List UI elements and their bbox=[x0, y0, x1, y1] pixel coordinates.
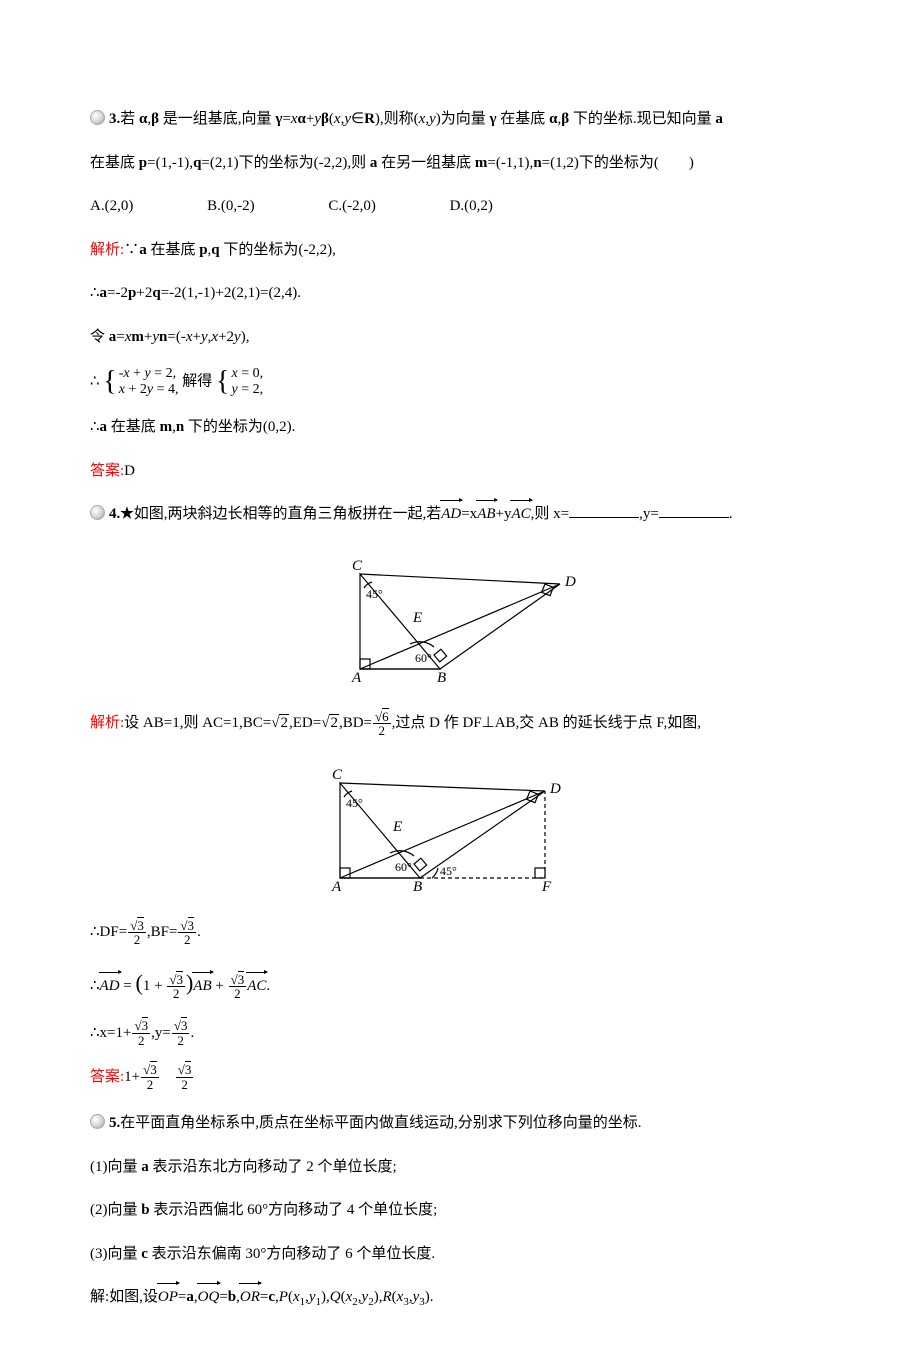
brace-1: {-x + y = 2,x + 2y = 4, bbox=[103, 366, 178, 398]
q4-df: ∴DF=√32,BF=√32. bbox=[90, 918, 830, 947]
q5-p3: (3)向量 c 表示沿东偏南 30°方向移动了 6 个单位长度. bbox=[90, 1240, 830, 1269]
vec-AC: AC bbox=[511, 500, 530, 529]
choice-d[interactable]: D.(0,2) bbox=[450, 192, 493, 221]
blank-x[interactable] bbox=[569, 504, 639, 519]
q4-stem: 4.★如图,两块斜边长相等的直角三角板拼在一起,若AD=xAB+yAC,则 x=… bbox=[90, 500, 830, 529]
svg-text:C: C bbox=[332, 767, 343, 783]
q3-answer: 答案:D bbox=[90, 457, 830, 486]
sol-label: 解析: bbox=[90, 242, 124, 258]
q3-stem1: 若 α,β 是一组基底,向量 γ=xα+yβ(x,y∈R),则称(x,y)为向量… bbox=[120, 111, 723, 127]
q4: 4.★如图,两块斜边长相等的直角三角板拼在一起,若AD=xAB+yAC,则 x=… bbox=[90, 500, 830, 1091]
svg-text:C: C bbox=[352, 558, 363, 574]
choice-a[interactable]: A.(2,0) bbox=[90, 192, 133, 221]
svg-text:E: E bbox=[412, 610, 422, 626]
q3-sol3: 令 a=xm+yn=(-x+y,x+2y), bbox=[90, 323, 830, 352]
q3-number: 3. bbox=[109, 111, 120, 127]
q3-stem-line2: 在基底 p=(1,-1),q=(2,1)下的坐标为(-2,2),则 a 在另一组… bbox=[90, 149, 830, 178]
choice-c[interactable]: C.(-2,0) bbox=[328, 192, 376, 221]
svg-text:D: D bbox=[564, 574, 576, 590]
q3-sol5: ∴a 在基底 m,n 下的坐标为(0,2). bbox=[90, 413, 830, 442]
svg-text:45°: 45° bbox=[366, 587, 383, 601]
q5-number: 5. bbox=[109, 1115, 120, 1131]
q4-answer: 答案:1+√32 √32 bbox=[90, 1063, 830, 1092]
svg-text:60°: 60° bbox=[415, 651, 432, 665]
svg-text:D: D bbox=[549, 781, 561, 797]
q5-stem-text: 在平面直角坐标系中,质点在坐标平面内做直线运动,分别求下列位移向量的坐标. bbox=[120, 1115, 641, 1131]
q3-choices: A.(2,0) B.(0,-2) C.(-2,0) D.(0,2) bbox=[90, 192, 830, 221]
q3: 3.若 α,β 是一组基底,向量 γ=xα+yβ(x,y∈R),则称(x,y)为… bbox=[90, 105, 830, 485]
q3-system: ∴ {-x + y = 2,x + 2y = 4, 解得 {x = 0,y = … bbox=[90, 366, 830, 398]
svg-text:E: E bbox=[392, 819, 402, 835]
svg-text:A: A bbox=[331, 879, 342, 893]
q5: 5.在平面直角坐标系中,质点在坐标平面内做直线运动,分别求下列位移向量的坐标. … bbox=[90, 1109, 830, 1313]
svg-text:45°: 45° bbox=[440, 864, 457, 878]
q4-figure1: A B C D E 45° 60° bbox=[90, 544, 830, 695]
bullet-icon bbox=[90, 505, 105, 520]
q4-sol1: 解析:设 AB=1,则 AC=1,BC=√2,ED=√2,BD=√62,过点 D… bbox=[90, 709, 830, 738]
q5-stem: 5.在平面直角坐标系中,质点在坐标平面内做直线运动,分别求下列位移向量的坐标. bbox=[90, 1109, 830, 1138]
vec-AD: AD bbox=[441, 500, 461, 529]
ans-label: 答案: bbox=[90, 1069, 124, 1085]
sol-label: 解析: bbox=[90, 715, 124, 731]
svg-text:F: F bbox=[541, 879, 552, 893]
q4-figure2: A B C D E F 45° 60° 45° bbox=[90, 753, 830, 904]
q3-stem-line1: 3.若 α,β 是一组基底,向量 γ=xα+yβ(x,y∈R),则称(x,y)为… bbox=[90, 105, 830, 134]
q4-ad-eq: ∴AD = (1 + √32)AB + √32AC. bbox=[90, 962, 830, 1004]
svg-text:B: B bbox=[413, 879, 422, 893]
blank-y[interactable] bbox=[659, 504, 729, 519]
q5-p1: (1)向量 a 表示沿东北方向移动了 2 个单位长度; bbox=[90, 1153, 830, 1182]
q3-sol1: 解析:∵a 在基底 p,q 下的坐标为(-2,2), bbox=[90, 236, 830, 265]
q5-p2: (2)向量 b 表示沿西偏北 60°方向移动了 4 个单位长度; bbox=[90, 1196, 830, 1225]
triangle-diagram-1: A B C D E 45° 60° bbox=[330, 544, 590, 684]
svg-text:B: B bbox=[437, 670, 446, 684]
svg-text:45°: 45° bbox=[346, 796, 363, 810]
svg-text:60°: 60° bbox=[395, 860, 412, 874]
triangle-diagram-2: A B C D E F 45° 60° 45° bbox=[310, 753, 610, 893]
q4-number: 4.★ bbox=[109, 506, 134, 522]
q4-xy: ∴x=1+√32,y=√32. bbox=[90, 1019, 830, 1048]
bullet-icon bbox=[90, 110, 105, 125]
q3-ans: D bbox=[124, 463, 135, 479]
ans-label: 答案: bbox=[90, 463, 124, 479]
vec-AB: AB bbox=[477, 500, 495, 529]
bullet-icon bbox=[90, 1114, 105, 1129]
svg-text:A: A bbox=[351, 670, 362, 684]
choice-b[interactable]: B.(0,-2) bbox=[207, 192, 255, 221]
q5-sol: 解:如图,设OP=a,OQ=b,OR=c,P(x1,y1),Q(x2,y2),R… bbox=[90, 1283, 830, 1313]
q3-sol2: ∴a=-2p+2q=-2(1,-1)+2(2,1)=(2,4). bbox=[90, 279, 830, 308]
brace-2: {x = 0,y = 2, bbox=[216, 366, 263, 398]
